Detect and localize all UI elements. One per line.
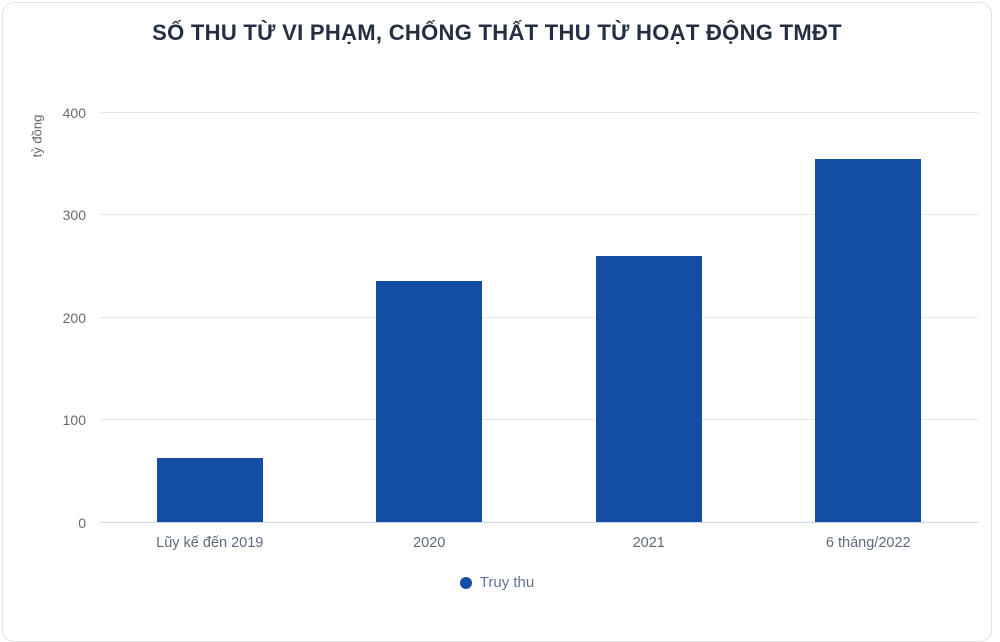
y-tick-label: 100	[62, 412, 86, 428]
plot-area: 0 100 200 300 400 Lũy kế đến 2019 2020 2021 6 t…	[63, 106, 978, 551]
x-axis-label: Lũy kế đến 2019	[156, 535, 264, 551]
y-tick-label: 300	[62, 207, 86, 223]
x-axis-label: 2020	[413, 535, 446, 551]
chart-title: SỐ THU TỪ VI PHẠM, CHỐNG THẤT THU TỪ HOẠ…	[152, 20, 842, 45]
bar-series	[100, 113, 978, 523]
bar[interactable]	[815, 159, 922, 523]
y-tick-label: 200	[62, 310, 86, 326]
bar-column	[759, 113, 979, 523]
gridline	[100, 419, 978, 420]
legend-label: Truy thu	[479, 574, 535, 591]
gridline	[100, 214, 978, 215]
bar[interactable]	[376, 281, 483, 523]
gridline	[100, 317, 978, 318]
legend-marker-icon	[459, 576, 472, 589]
bar-column	[100, 113, 320, 523]
x-axis-label: 2021	[632, 535, 665, 551]
y-tick-label: 0	[78, 515, 86, 531]
bar[interactable]	[595, 256, 702, 523]
x-axis-label: 6 tháng/2022	[825, 535, 911, 551]
bar-column	[320, 113, 540, 523]
gridline	[100, 112, 978, 113]
legend-item-truy-thu[interactable]: Truy thu	[3, 574, 991, 591]
y-axis-title: tỷ đồng	[29, 114, 45, 158]
bar[interactable]	[156, 458, 263, 523]
y-tick-label: 400	[62, 105, 86, 121]
bar-column	[539, 113, 759, 523]
x-axis-labels: Lũy kế đến 2019 2020 2021 6 tháng/2022	[100, 535, 978, 551]
x-axis-line	[100, 522, 978, 523]
